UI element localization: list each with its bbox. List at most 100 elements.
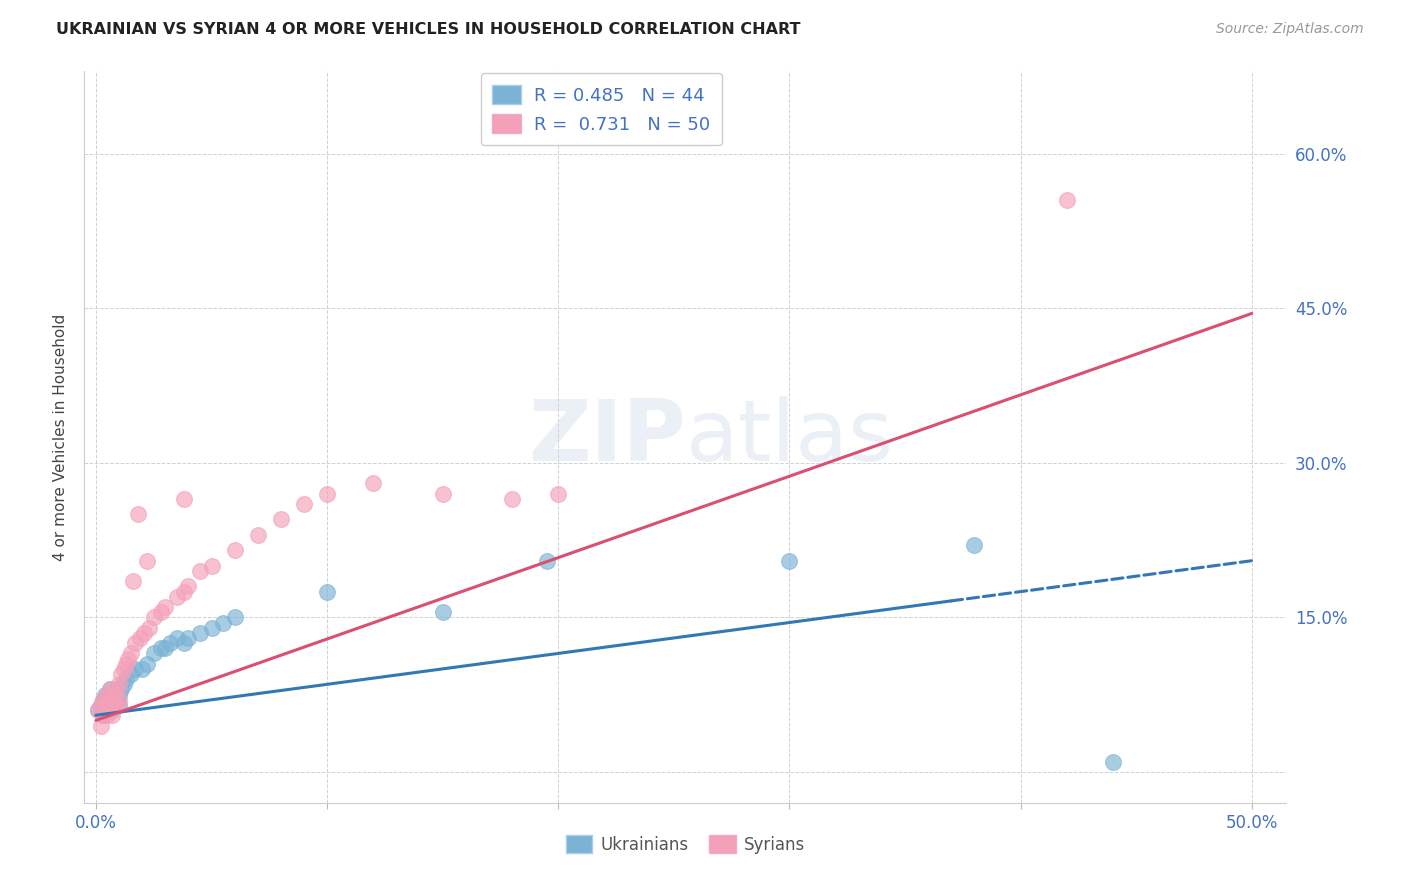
Point — [105, 682, 128, 697]
Point — [292, 497, 315, 511]
Point — [96, 693, 118, 707]
Legend: Ukrainians, Syrians: Ukrainians, Syrians — [560, 829, 811, 860]
Point — [91, 708, 114, 723]
Point — [432, 487, 454, 501]
Point — [363, 476, 385, 491]
Point — [94, 688, 117, 702]
Point — [135, 657, 157, 671]
Point — [212, 615, 235, 630]
Point — [101, 703, 124, 717]
Point — [316, 487, 339, 501]
Point — [134, 625, 156, 640]
Point — [91, 693, 114, 707]
Point — [173, 636, 195, 650]
Point — [1056, 193, 1078, 207]
Point — [963, 538, 986, 552]
Point — [91, 708, 114, 723]
Point — [103, 688, 125, 702]
Point — [103, 698, 125, 712]
Text: UKRAINIAN VS SYRIAN 4 OR MORE VEHICLES IN HOUSEHOLD CORRELATION CHART: UKRAINIAN VS SYRIAN 4 OR MORE VEHICLES I… — [56, 22, 801, 37]
Point — [98, 682, 121, 697]
Y-axis label: 4 or more Vehicles in Household: 4 or more Vehicles in Household — [53, 313, 69, 561]
Point — [131, 662, 153, 676]
Point — [149, 641, 172, 656]
Point — [135, 554, 157, 568]
Point — [316, 584, 339, 599]
Point — [120, 647, 142, 661]
Point — [90, 698, 112, 712]
Point — [142, 610, 165, 624]
Point — [98, 693, 121, 707]
Point — [101, 708, 124, 723]
Point — [173, 584, 195, 599]
Point — [177, 631, 200, 645]
Point — [128, 631, 150, 645]
Point — [112, 662, 135, 676]
Point — [94, 698, 117, 712]
Point — [1102, 755, 1125, 769]
Point — [432, 605, 454, 619]
Point — [112, 677, 135, 691]
Point — [110, 682, 132, 697]
Point — [108, 677, 131, 691]
Point — [105, 693, 128, 707]
Point — [87, 703, 110, 717]
Point — [200, 558, 222, 573]
Point — [166, 590, 188, 604]
Point — [96, 703, 118, 717]
Point — [177, 579, 200, 593]
Point — [96, 708, 118, 723]
Point — [117, 651, 139, 665]
Point — [142, 647, 165, 661]
Point — [108, 693, 131, 707]
Point — [103, 698, 125, 712]
Text: ZIP: ZIP — [527, 395, 686, 479]
Point — [536, 554, 558, 568]
Point — [778, 554, 800, 568]
Point — [547, 487, 569, 501]
Point — [96, 698, 118, 712]
Point — [98, 698, 121, 712]
Point — [124, 662, 146, 676]
Point — [224, 610, 246, 624]
Point — [149, 605, 172, 619]
Point — [90, 718, 112, 732]
Point — [155, 600, 177, 615]
Point — [105, 682, 128, 697]
Point — [155, 641, 177, 656]
Point — [159, 636, 181, 650]
Point — [188, 625, 211, 640]
Point — [108, 688, 131, 702]
Point — [224, 543, 246, 558]
Point — [115, 657, 138, 671]
Point — [105, 698, 128, 712]
Text: Source: ZipAtlas.com: Source: ZipAtlas.com — [1216, 22, 1364, 37]
Point — [96, 688, 118, 702]
Point — [124, 636, 146, 650]
Point — [101, 688, 124, 702]
Point — [138, 621, 160, 635]
Point — [173, 491, 195, 506]
Point — [94, 703, 117, 717]
Point — [127, 508, 149, 522]
Point — [501, 491, 523, 506]
Point — [166, 631, 188, 645]
Point — [90, 698, 112, 712]
Point — [246, 528, 269, 542]
Point — [270, 512, 292, 526]
Point — [101, 693, 124, 707]
Point — [122, 574, 145, 589]
Point — [91, 693, 114, 707]
Point — [115, 672, 138, 686]
Point — [188, 564, 211, 578]
Point — [87, 703, 110, 717]
Point — [110, 667, 132, 681]
Point — [120, 667, 142, 681]
Text: atlas: atlas — [686, 395, 893, 479]
Point — [94, 703, 117, 717]
Point — [101, 698, 124, 712]
Point — [108, 698, 131, 712]
Point — [103, 688, 125, 702]
Point — [98, 682, 121, 697]
Point — [200, 621, 222, 635]
